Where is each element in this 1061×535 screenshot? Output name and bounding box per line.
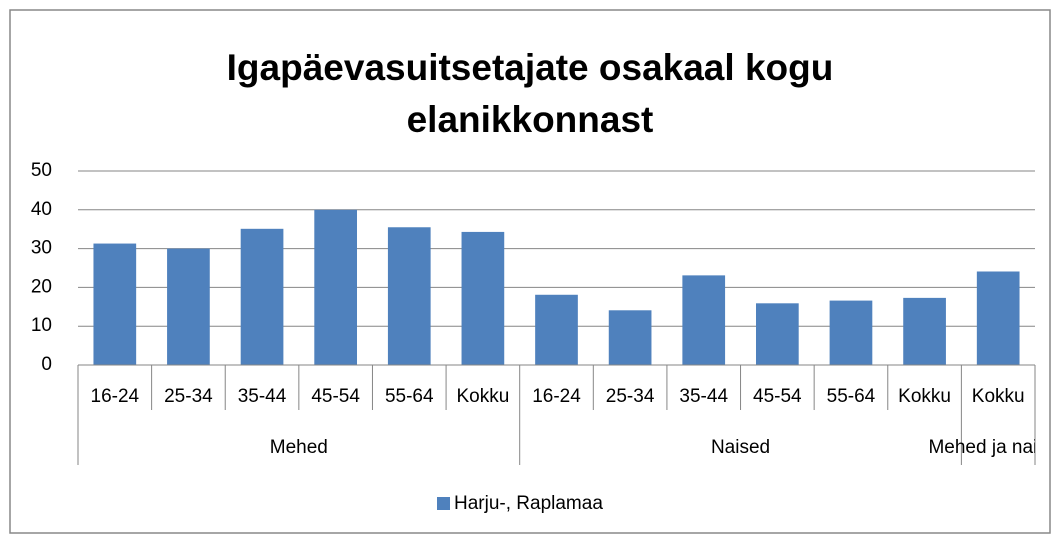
bar bbox=[976, 271, 1020, 365]
group-label: Mehed ja naised bbox=[928, 437, 1061, 458]
x-tick-label: Kokku bbox=[456, 386, 509, 407]
legend-swatch bbox=[437, 497, 450, 510]
x-tick-label: 25-34 bbox=[164, 386, 213, 407]
bar bbox=[387, 227, 431, 365]
x-tick-label: 45-54 bbox=[753, 386, 802, 407]
bar bbox=[461, 231, 505, 365]
x-tick-label: 16-24 bbox=[532, 386, 581, 407]
x-tick-label: 16-24 bbox=[91, 386, 140, 407]
group-label: Naised bbox=[711, 437, 770, 458]
bar bbox=[314, 209, 358, 365]
x-tick-label: 55-64 bbox=[385, 386, 434, 407]
y-tick-label: 0 bbox=[41, 354, 52, 375]
bar bbox=[167, 248, 210, 365]
y-tick-label: 50 bbox=[31, 160, 52, 181]
legend-label: Harju-, Raplamaa bbox=[454, 493, 603, 514]
group-label: Mehed bbox=[270, 437, 328, 458]
bar bbox=[755, 303, 799, 365]
y-tick-label: 10 bbox=[31, 315, 52, 336]
bar bbox=[903, 297, 946, 365]
bar bbox=[829, 300, 873, 365]
x-tick-label: 55-64 bbox=[827, 386, 876, 407]
x-tick-label: Kokku bbox=[972, 386, 1025, 407]
x-tick-label: 35-44 bbox=[238, 386, 287, 407]
bar bbox=[240, 228, 284, 365]
x-tick-label: 45-54 bbox=[311, 386, 360, 407]
bar bbox=[608, 310, 652, 365]
y-tick-label: 40 bbox=[31, 199, 52, 220]
bar bbox=[682, 275, 726, 365]
bar bbox=[93, 243, 137, 365]
chart-border bbox=[9, 9, 1051, 534]
y-tick-label: 20 bbox=[31, 276, 52, 297]
y-tick-label: 30 bbox=[31, 238, 52, 259]
x-tick-label: Kokku bbox=[898, 386, 951, 407]
chart-title: Igapäevasuitsetajate osakaal kogu elanik… bbox=[226, 47, 834, 140]
bar bbox=[535, 294, 578, 365]
x-tick-label: 35-44 bbox=[679, 386, 728, 407]
x-tick-label: 25-34 bbox=[606, 386, 655, 407]
